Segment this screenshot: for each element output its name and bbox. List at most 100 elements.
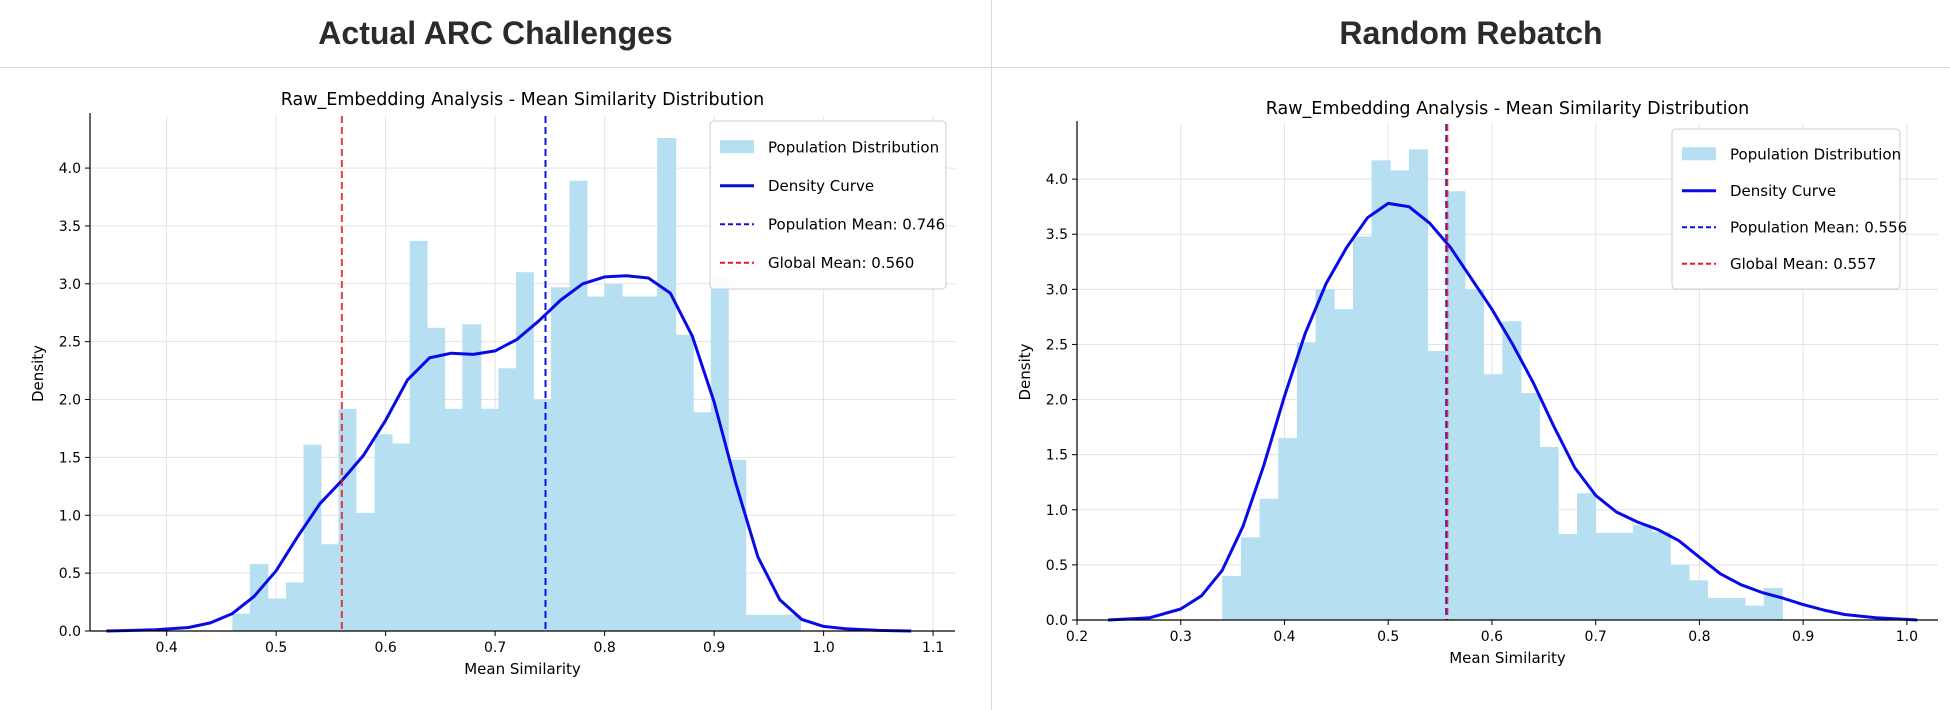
x-tick-label: 0.3 xyxy=(1170,629,1192,645)
histogram-bar xyxy=(587,296,606,631)
histogram-bar xyxy=(249,563,269,631)
x-tick-label: 0.8 xyxy=(1688,629,1710,645)
histogram-bar xyxy=(1633,525,1653,620)
histogram-bar xyxy=(1334,309,1354,620)
histogram-bar xyxy=(1352,236,1373,620)
histogram-bar xyxy=(1464,289,1485,620)
y-tick-label: 0.0 xyxy=(59,624,81,640)
y-tick-label: 0.5 xyxy=(1046,558,1068,574)
panel-random-rebatch: Random Rebatch 0.2 0.3 0.4 0.5 0.6 0.7 0.8 0.9 1… xyxy=(991,0,1950,710)
x-axis-label: Mean Similarity xyxy=(464,660,581,678)
x-tick-label: 0.2 xyxy=(1066,629,1088,645)
y-tick-label: 3.0 xyxy=(59,277,81,293)
legend-label: Population Distribution xyxy=(768,138,939,156)
y-tick-label: 2.5 xyxy=(59,335,81,351)
legend-swatch-distribution xyxy=(1682,147,1716,161)
y-tick-label: 0.5 xyxy=(59,566,81,582)
histogram-bar xyxy=(1595,532,1615,620)
y-tick-label: 4.0 xyxy=(1046,172,1068,188)
x-tick-label: 1.0 xyxy=(812,640,834,656)
panel-title: Actual ARC Challenges xyxy=(318,15,673,51)
histogram-bar xyxy=(1427,351,1447,620)
legend: Population Distribution Density Curve Popu… xyxy=(709,120,947,290)
x-tick-label: 0.9 xyxy=(1792,629,1814,645)
panel-header: Actual ARC Challenges xyxy=(0,0,991,68)
histogram-bar xyxy=(462,324,482,631)
histogram-chart-actual: 0.4 0.5 0.6 0.7 0.8 0.9 1.0 1.1 0.0 0.5 1.0 1.5 2.0 2… xyxy=(29,90,955,678)
histogram-bar xyxy=(1259,498,1279,620)
x-tick-label: 0.7 xyxy=(1585,629,1607,645)
y-tick-label: 3.5 xyxy=(59,219,81,235)
histogram-bar xyxy=(392,443,411,631)
histogram-bar xyxy=(1577,493,1597,620)
panel-title: Random Rebatch xyxy=(1339,15,1603,51)
legend-swatch-distribution xyxy=(720,140,754,154)
histogram-bar xyxy=(1707,597,1727,620)
panel-actual-arc: Actual ARC Challenges 0.4 0.5 0.6 0.7 0.8 0.9… xyxy=(0,0,991,678)
legend-label: Density Curve xyxy=(768,177,874,195)
histogram-bar xyxy=(1315,289,1335,620)
histogram-bar xyxy=(409,240,428,631)
x-tick-label: 0.6 xyxy=(1481,629,1503,645)
density-curve xyxy=(106,274,912,633)
histogram-bar xyxy=(1689,580,1709,620)
y-tick-label: 1.5 xyxy=(59,450,81,466)
x-tick-label: 0.6 xyxy=(375,640,397,656)
x-axis-label: Mean Similarity xyxy=(1449,649,1566,667)
y-tick-label: 1.5 xyxy=(1046,448,1068,464)
y-tick-label: 3.5 xyxy=(1046,227,1068,243)
histogram-bar xyxy=(1745,605,1765,620)
histogram-bar xyxy=(745,614,765,631)
histogram-bar xyxy=(764,614,783,631)
histogram-bar xyxy=(427,327,446,631)
x-tick-label: 0.7 xyxy=(484,640,506,656)
histogram-bar xyxy=(1539,446,1559,620)
histogram-bar xyxy=(267,598,287,631)
histogram-bar xyxy=(480,408,499,631)
histogram-bar xyxy=(356,512,376,631)
x-tick-label: 1.1 xyxy=(922,640,944,656)
y-tick-label: 2.5 xyxy=(1046,337,1068,353)
legend-box xyxy=(709,120,947,290)
histogram-bar xyxy=(232,613,251,631)
histogram-bar xyxy=(515,272,534,631)
histogram-bar xyxy=(1240,537,1260,620)
legend-label: Population Mean: 0.746 xyxy=(768,215,945,233)
histogram-bars xyxy=(1222,149,1783,620)
density-curve xyxy=(1108,201,1918,622)
histogram-bar xyxy=(1222,575,1242,620)
histogram-bar xyxy=(1614,532,1634,620)
histogram-bar xyxy=(1408,149,1429,620)
x-tick-label: 0.5 xyxy=(265,640,287,656)
histogram-bar xyxy=(1520,392,1541,620)
histogram-bar xyxy=(1371,160,1391,620)
legend-box xyxy=(1671,128,1901,290)
histogram-bar xyxy=(550,287,570,631)
x-tick-label: 0.4 xyxy=(156,640,178,656)
y-tick-label: 2.0 xyxy=(1046,393,1068,409)
histogram-bar xyxy=(1558,534,1578,620)
y-axis-label: Density xyxy=(1016,343,1034,400)
y-tick-label: 1.0 xyxy=(1046,503,1068,519)
chart-title: Raw_Embedding Analysis - Mean Similarity… xyxy=(1266,99,1750,119)
histogram-bar xyxy=(1278,438,1298,620)
histogram-bar xyxy=(1670,564,1690,620)
histogram-bar xyxy=(338,408,357,631)
histogram-bar xyxy=(675,334,694,631)
histogram-bar xyxy=(303,444,322,631)
histogram-bar xyxy=(1651,531,1671,620)
histogram-bar xyxy=(1296,342,1316,620)
histogram-chart-rebatch: 0.2 0.3 0.4 0.5 0.6 0.7 0.8 0.9 1.0 0.0 0.5 1.0 1.5 2… xyxy=(1016,99,1938,667)
histogram-bar xyxy=(1726,597,1746,620)
histogram-bar xyxy=(622,296,641,631)
legend-label: Global Mean: 0.557 xyxy=(1730,255,1876,273)
histogram-bar xyxy=(710,276,729,631)
x-tick-label: 0.9 xyxy=(703,640,725,656)
x-tick-label: 0.5 xyxy=(1377,629,1399,645)
histogram-bar xyxy=(444,408,463,631)
y-tick-label: 2.0 xyxy=(59,393,81,409)
y-tick-label: 0.0 xyxy=(1046,613,1068,629)
y-axis-label: Density xyxy=(29,345,47,402)
x-tick-label: 0.8 xyxy=(593,640,615,656)
